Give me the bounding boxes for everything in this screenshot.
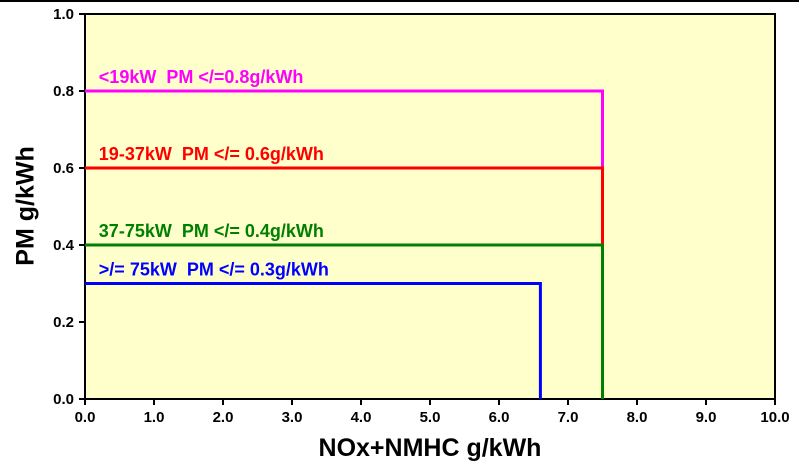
x-tick-label: 10.0 [760, 409, 789, 426]
x-tick-label: 0.0 [75, 409, 96, 426]
x-tick-label: 5.0 [420, 409, 441, 426]
y-tick-label: 0.2 [53, 314, 74, 331]
plot-area [84, 13, 776, 400]
x-tick-label: 6.0 [489, 409, 510, 426]
limit-label: 19-37kW PM </= 0.6g/kWh [99, 144, 324, 164]
x-tick-label: 4.0 [351, 409, 372, 426]
y-tick-label: 0.6 [53, 160, 74, 177]
limit-line [85, 243, 604, 399]
limit-label: 37-75kW PM </= 0.4g/kWh [99, 221, 324, 241]
x-tick-label: 3.0 [282, 409, 303, 426]
limit-label: >/= 75kW PM </= 0.3g/kWh [99, 260, 329, 280]
x-tick-label: 8.0 [627, 409, 648, 426]
x-tick-label: 9.0 [696, 409, 717, 426]
y-tick-label: 0.0 [53, 391, 74, 408]
x-tick-label: 2.0 [213, 409, 234, 426]
y-tick-label: 0.8 [53, 83, 74, 100]
limit-line [85, 282, 542, 399]
x-axis-title: NOx+NMHC g/kWh [318, 434, 542, 462]
y-tick-label: 0.4 [53, 237, 75, 254]
y-axis-title: PM g/kWh [11, 146, 40, 266]
limit-label: <19kW PM </=0.8g/kWh [99, 67, 304, 87]
y-tick-label: 1.0 [53, 6, 74, 23]
x-tick-label: 7.0 [558, 409, 579, 426]
x-tick-label: 1.0 [144, 409, 165, 426]
